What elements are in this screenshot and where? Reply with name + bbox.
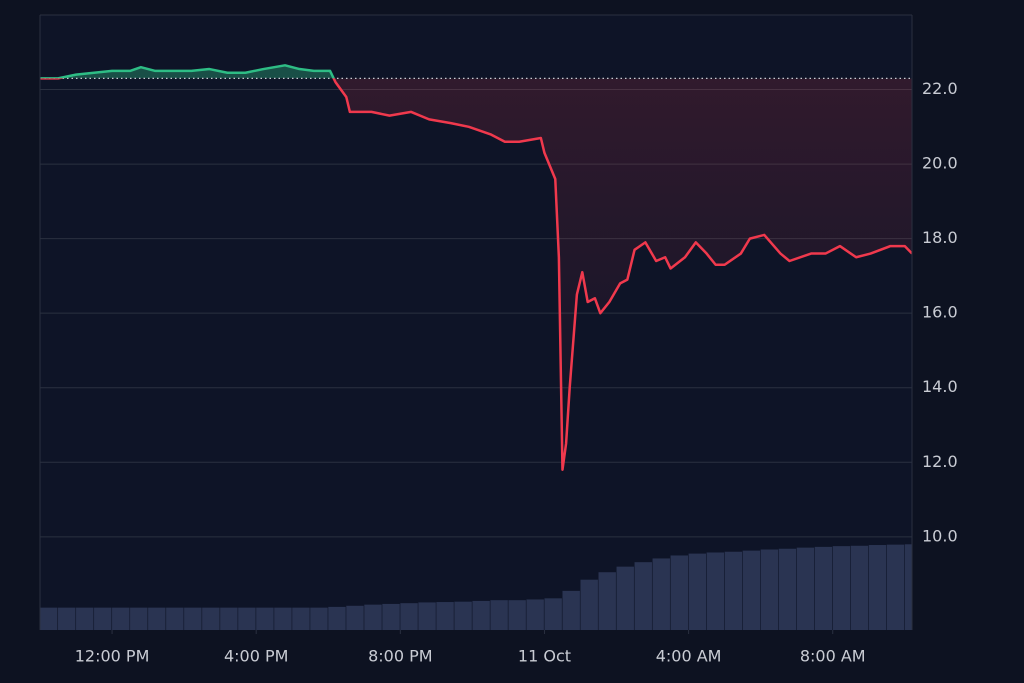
volume-bar — [256, 607, 274, 630]
y-tick-label: 12.0 — [922, 452, 958, 471]
volume-bar — [634, 562, 652, 630]
volume-bar — [886, 544, 905, 630]
volume-bar — [814, 546, 833, 630]
volume-bar — [436, 602, 454, 630]
volume-bar — [364, 604, 382, 630]
volume — [40, 544, 912, 630]
y-tick-label: 18.0 — [922, 228, 958, 247]
volume-bar — [778, 548, 797, 630]
volume-bar — [328, 606, 346, 630]
volume-bar — [310, 607, 328, 630]
volume-bar — [382, 603, 400, 630]
volume-bar — [454, 601, 472, 630]
volume-bar — [850, 545, 869, 630]
y-tick-label: 22.0 — [922, 79, 958, 98]
axis-labels: 10.0 12.0 14.0 16.0 18.0 20.0 22.0 12:00 PM 4:00… — [75, 79, 958, 665]
volume-bar — [346, 605, 364, 630]
volume-bar — [94, 607, 112, 630]
y-tick-label: 10.0 — [922, 526, 958, 545]
x-tick-label: 11 Oct — [518, 647, 571, 666]
volume-bar — [58, 607, 76, 630]
volume-bar — [724, 551, 743, 630]
volume-bar — [544, 598, 562, 630]
volume-bar — [130, 607, 148, 630]
volume-bar — [166, 607, 184, 630]
volume-bar — [904, 544, 912, 630]
volume-bar — [526, 599, 544, 630]
volume-bar — [184, 607, 202, 630]
volume-bar — [400, 603, 418, 630]
area-below — [333, 78, 912, 470]
volume-bar — [652, 558, 670, 630]
volume-bar — [220, 607, 238, 630]
volume-bar — [670, 555, 688, 630]
line-below — [40, 78, 912, 471]
volume-bar — [562, 590, 580, 630]
y-tick-label: 20.0 — [922, 154, 958, 173]
x-tick-label: 4:00 AM — [656, 647, 722, 666]
volume-bar — [832, 546, 851, 630]
area-above — [40, 65, 912, 79]
volume-bar — [508, 600, 526, 630]
x-tick-label: 8:00 AM — [800, 647, 866, 666]
x-tick-label: 8:00 PM — [368, 647, 432, 666]
volume-bar — [148, 607, 166, 630]
x-tick-label: 4:00 PM — [224, 647, 288, 666]
volume-bar — [76, 607, 94, 630]
volume-bar — [472, 600, 490, 630]
volume-bar — [580, 579, 598, 630]
volume-bar — [796, 547, 815, 630]
volume-bar — [202, 607, 220, 630]
volume-bar — [868, 545, 887, 630]
volume-bar — [112, 607, 130, 630]
volume-bar — [760, 549, 779, 630]
price-line — [40, 64, 912, 471]
y-tick-label: 16.0 — [922, 303, 958, 322]
volume-bar — [742, 550, 761, 630]
volume-bar — [490, 600, 508, 630]
volume-bar — [688, 553, 707, 630]
volume-bar — [238, 607, 256, 630]
volume-bar — [274, 607, 292, 630]
line-above — [40, 64, 336, 79]
volume-bar — [706, 552, 725, 630]
volume-bar — [292, 607, 310, 630]
volume-bar — [598, 572, 616, 630]
volume-bar — [418, 602, 436, 630]
volume-bar — [616, 566, 634, 630]
x-tick-label: 12:00 PM — [75, 647, 150, 666]
y-tick-label: 14.0 — [922, 377, 958, 396]
volume-bar — [40, 607, 58, 630]
